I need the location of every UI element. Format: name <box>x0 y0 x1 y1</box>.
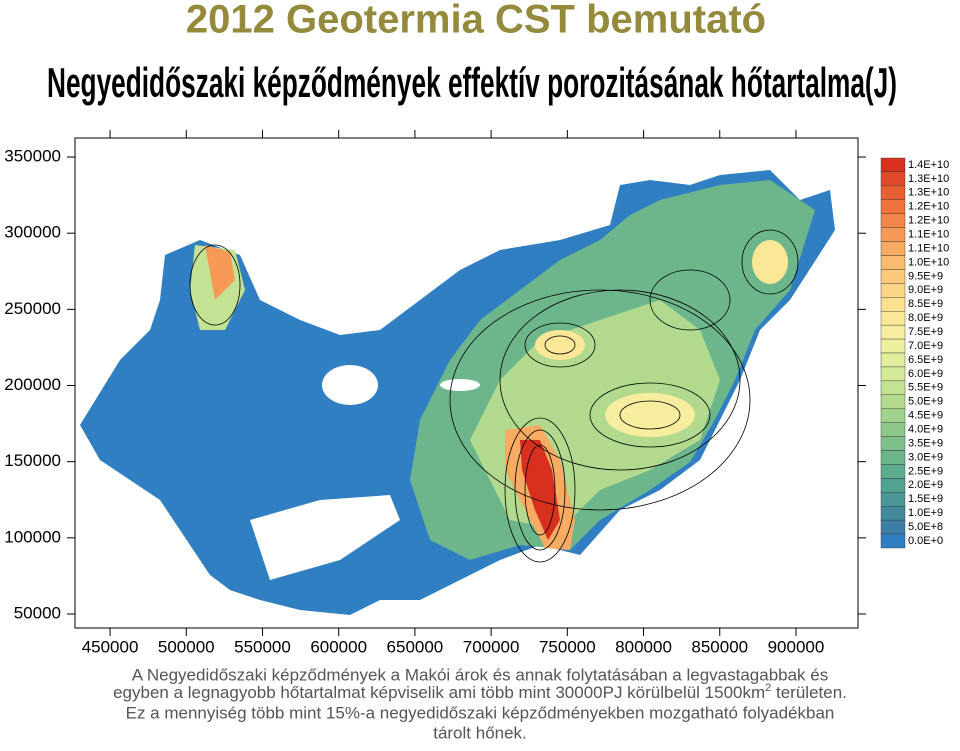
x-tick-label: 750000 <box>539 637 596 656</box>
y-tick-label: 250000 <box>4 299 61 318</box>
legend-label: 2.0E+9 <box>908 479 943 491</box>
legend-label: 1.4E+10 <box>908 159 949 171</box>
peak-core <box>520 440 560 540</box>
legend-label: 9.0E+9 <box>908 284 943 296</box>
x-tick-label: 450000 <box>82 637 139 656</box>
legend-swatch <box>880 157 906 173</box>
y-tick-label: 150000 <box>4 451 61 470</box>
gap <box>250 495 400 580</box>
x-tick-label: 650000 <box>387 637 444 656</box>
legend-label: 1.0E+10 <box>908 256 949 268</box>
legend-swatch <box>880 366 906 382</box>
caption-sup: 2 <box>765 682 771 694</box>
legend-label: 1.3E+10 <box>908 173 949 185</box>
legend-label: 1.5E+9 <box>908 493 943 505</box>
caption-line: egyben a legnagyobb hőtartalmat képvisel… <box>113 682 847 703</box>
legend-swatch <box>880 506 906 521</box>
legend-swatch <box>880 533 906 549</box>
legend-swatch <box>880 213 906 228</box>
legend-label: 6.5E+9 <box>908 354 943 366</box>
legend-swatch <box>880 492 906 507</box>
x-tick-label: 850000 <box>691 637 748 656</box>
y-tick-label: 50000 <box>14 603 61 622</box>
caption-line: tárolt hőnek. <box>433 723 527 742</box>
legend-label: 9.5E+9 <box>908 270 943 282</box>
y-tick-label: 100000 <box>4 527 61 546</box>
legend-swatch <box>880 408 906 423</box>
legend-label: 1.2E+10 <box>908 215 949 227</box>
legend-label: 8.5E+9 <box>908 298 943 310</box>
x-tick-label: 800000 <box>615 637 672 656</box>
legend-swatch <box>880 269 906 284</box>
y-tick-label: 350000 <box>4 147 61 166</box>
legend-swatch <box>880 324 906 340</box>
legend-swatch <box>880 380 906 395</box>
legend-swatch <box>880 185 906 200</box>
y-tick-label: 200000 <box>4 375 61 394</box>
high-zone <box>605 393 695 437</box>
high-zone <box>752 240 788 284</box>
legend-label: 5.5E+9 <box>908 382 943 394</box>
x-tick-label: 700000 <box>463 637 520 656</box>
legend-swatch <box>880 311 906 326</box>
legend-label: 3.0E+9 <box>908 451 943 463</box>
caption-text: területen. <box>771 683 847 702</box>
high-zone <box>535 330 585 360</box>
legend-swatch <box>880 450 906 465</box>
legend-label: 4.0E+9 <box>908 424 943 436</box>
legend-label: 7.0E+9 <box>908 340 943 352</box>
map-title: Negyedidőszaki képződmények effektív por… <box>47 59 897 106</box>
legend-label: 1.3E+10 <box>908 187 949 199</box>
legend-swatch <box>880 241 906 256</box>
legend-swatch <box>880 283 906 298</box>
legend-label: 1.2E+10 <box>908 201 949 213</box>
legend-swatch <box>880 464 906 479</box>
legend-swatch <box>880 338 906 354</box>
legend-label: 6.0E+9 <box>908 368 943 380</box>
legend-swatch <box>880 436 906 451</box>
peak-core <box>205 245 235 300</box>
legend-swatch <box>880 478 906 493</box>
x-tick-label: 900000 <box>768 637 825 656</box>
legend-swatch <box>880 352 906 368</box>
y-tick-label: 300000 <box>4 223 61 242</box>
caption-line: Ez a mennyiség több mint 15%-a negyedidő… <box>126 703 835 722</box>
legend-label: 5.0E+9 <box>908 396 943 408</box>
legend-swatch <box>880 519 906 535</box>
legend-label: 1.0E+9 <box>908 507 943 519</box>
legend-label: 0.0E+0 <box>908 535 943 547</box>
legend-label: 4.5E+9 <box>908 410 943 422</box>
legend-label: 1.1E+10 <box>908 229 949 241</box>
x-tick-label: 600000 <box>310 637 367 656</box>
legend-label: 7.5E+9 <box>908 326 943 338</box>
legend-label: 5.0E+8 <box>908 521 943 533</box>
legend-swatch <box>880 171 906 187</box>
legend-swatch <box>880 297 906 312</box>
legend-swatch <box>880 227 906 242</box>
legend-label: 3.5E+9 <box>908 437 943 449</box>
legend-label: 1.1E+10 <box>908 242 949 254</box>
caption-line: A Negyedidőszaki képződmények a Makói ár… <box>132 665 829 684</box>
legend-swatch <box>880 255 906 270</box>
legend-label: 2.5E+9 <box>908 465 943 477</box>
gap <box>322 365 378 405</box>
legend-label: 8.0E+9 <box>908 312 943 324</box>
caption-text: egyben a legnagyobb hőtartalmat képvisel… <box>113 683 765 702</box>
legend-swatch <box>880 422 906 437</box>
map-body <box>80 170 835 615</box>
legend-swatch <box>880 199 906 214</box>
x-tick-label: 500000 <box>158 637 215 656</box>
slide-title: 2012 Geotermia CST bemutató <box>186 0 766 42</box>
legend-swatch <box>880 394 906 409</box>
gap <box>440 379 480 391</box>
x-tick-label: 550000 <box>234 637 291 656</box>
